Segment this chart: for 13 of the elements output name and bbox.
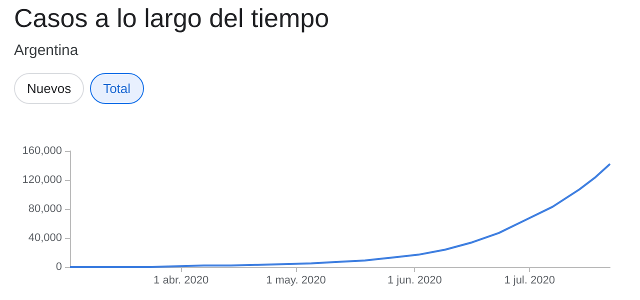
toggle-button[interactable]: Nuevos — [14, 73, 84, 104]
y-tick-label: 40,000 — [28, 232, 62, 244]
y-tick-label: 120,000 — [22, 174, 62, 186]
toggle-button[interactable]: Total — [90, 73, 144, 104]
y-tick-label: 160,000 — [22, 145, 62, 157]
x-tick-label: 1 jun. 2020 — [387, 274, 442, 286]
x-tick-label: 1 abr. 2020 — [154, 274, 209, 286]
y-tick-label: 0 — [56, 261, 62, 273]
chart-subtitle: Argentina — [14, 42, 78, 59]
x-tick-label: 1 jul. 2020 — [504, 274, 555, 286]
y-tick-label: 80,000 — [28, 203, 62, 215]
chart-title: Casos a lo largo del tiempo — [14, 3, 330, 34]
x-tick-label: 1 may. 2020 — [266, 274, 326, 286]
